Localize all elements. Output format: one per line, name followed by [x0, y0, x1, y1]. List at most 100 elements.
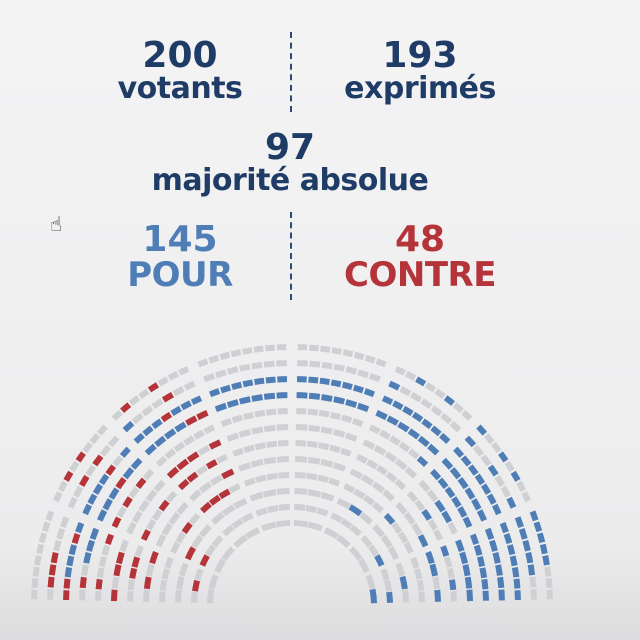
seat-empty [69, 460, 80, 473]
seat-empty [249, 491, 264, 502]
seat-empty [349, 524, 362, 537]
seat-pour [407, 428, 420, 440]
seat-pour [154, 435, 167, 448]
seat-pour [467, 464, 479, 476]
seat-empty [306, 472, 318, 481]
top-divider [290, 32, 292, 112]
seat-pour [87, 493, 98, 505]
seat-empty [404, 466, 418, 479]
seat-pour [522, 539, 531, 552]
seat-empty [255, 474, 267, 483]
seat-empty [164, 448, 177, 460]
seat-empty [529, 576, 537, 588]
seat-pour [251, 394, 263, 402]
seat-empty [89, 433, 101, 445]
pour-block: 145 POUR [95, 219, 265, 293]
seat-contre [166, 466, 180, 479]
seat-pour [495, 564, 503, 576]
seat-pour [308, 376, 319, 384]
seat-contre [47, 576, 55, 588]
seat-pour [507, 544, 516, 556]
seat-pour [457, 506, 468, 518]
seat-pour [486, 493, 497, 505]
seat-empty [364, 354, 376, 364]
seat-empty [134, 545, 144, 557]
seat-pour [263, 392, 276, 400]
seat-empty [216, 453, 228, 464]
seat-empty [472, 444, 485, 457]
seat-empty [53, 539, 62, 552]
seat-empty [36, 543, 45, 555]
seat-empty [398, 441, 411, 453]
seat-empty [275, 520, 291, 528]
seat-empty [251, 426, 264, 435]
seat-empty [332, 462, 346, 472]
seat-pour [449, 467, 462, 480]
seat-pour [533, 521, 543, 533]
seat-contre [200, 501, 212, 514]
seat-empty [426, 489, 439, 503]
seat-pour [92, 483, 104, 495]
seat-empty [233, 534, 248, 548]
seat-empty [141, 405, 154, 417]
seat-empty [228, 483, 241, 494]
seat-empty [306, 440, 318, 448]
seat-empty [251, 361, 263, 370]
seat-contre [78, 474, 90, 487]
seat-pour [97, 509, 108, 522]
seat-empty [199, 524, 212, 538]
seat-empty [333, 363, 345, 372]
seat-pour [525, 552, 534, 564]
seat-empty [265, 344, 276, 352]
seat-empty [145, 489, 158, 503]
seat-pour [214, 402, 228, 413]
seat-pour [434, 499, 446, 513]
majorite-number: 97 [264, 127, 316, 168]
seat-pour [439, 432, 451, 444]
seat-contre [192, 579, 201, 592]
seat-contre [208, 494, 221, 506]
seat-pour [64, 567, 73, 578]
seat-empty [254, 409, 266, 418]
seat-empty [164, 556, 174, 569]
seat-empty [242, 411, 254, 421]
seat-pour [449, 579, 457, 591]
seat-empty [253, 345, 264, 353]
seat-empty [278, 504, 290, 511]
seat-pour [441, 510, 453, 524]
seat-empty [332, 428, 346, 438]
seat-pour [122, 420, 135, 433]
seat-empty [320, 426, 333, 435]
seat-pour [383, 513, 396, 525]
seat-empty [81, 564, 89, 576]
seat-pour [190, 395, 203, 405]
seat-empty [203, 424, 216, 435]
seat-empty [183, 435, 195, 446]
seat-pour [464, 487, 476, 500]
seat-empty [221, 546, 235, 561]
seat-empty [155, 455, 168, 467]
seat-pour [476, 555, 486, 567]
seat-contre [185, 415, 198, 426]
seat-empty [172, 386, 185, 397]
seat-pour [417, 534, 429, 548]
seat-empty [131, 412, 144, 425]
seat-empty [98, 555, 108, 567]
seat-empty [420, 398, 433, 410]
seat-empty [516, 480, 526, 492]
seat-empty [349, 468, 363, 480]
seat-contre [184, 546, 197, 561]
seat-empty [418, 479, 431, 493]
seat-empty [402, 589, 409, 603]
pour-number: 145 [142, 219, 218, 260]
seat-empty [362, 439, 376, 450]
seat-empty [196, 464, 208, 476]
seat-empty [294, 488, 308, 495]
seat-empty [296, 408, 307, 415]
seat-empty [294, 472, 306, 479]
seat-empty [56, 527, 66, 540]
seat-empty [382, 489, 395, 502]
seat-empty [483, 433, 495, 445]
seat-empty [191, 591, 198, 603]
seat-pour [459, 551, 469, 565]
